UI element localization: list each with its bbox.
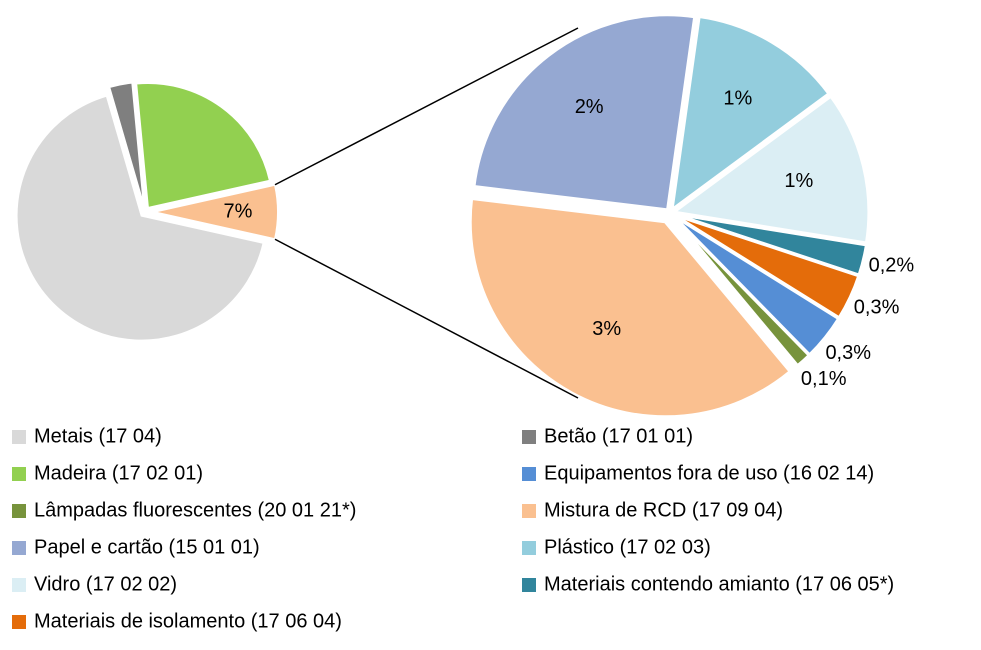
pie-slice (107, 81, 146, 208)
legend-label: Madeira (17 02 01) (34, 462, 203, 484)
legend-label: Metais (17 04) (34, 425, 162, 447)
connector-line (274, 238, 579, 399)
data-label: 0,3% (854, 297, 900, 319)
legend-label: Mistura de RCD (17 09 04) (544, 499, 783, 521)
pie-slice (472, 13, 697, 212)
data-label: 1% (784, 170, 813, 192)
legend-label: Materiais de isolamento (17 06 04) (34, 610, 342, 632)
legend-swatch (522, 504, 536, 518)
data-label: 0,2% (869, 255, 915, 277)
legend-label: Plástico (17 02 03) (544, 536, 711, 558)
legend-swatch (12, 578, 26, 592)
legend-label: Equipamentos fora de uso (16 02 14) (544, 462, 874, 484)
legend-swatch (12, 467, 26, 481)
legend-swatch (522, 430, 536, 444)
data-label: 2% (575, 96, 604, 118)
legend-swatch (12, 615, 26, 629)
data-label: 7% (224, 200, 253, 222)
legend-label: Vidro (17 02 02) (34, 573, 177, 595)
legend-label: Betão (17 01 01) (544, 425, 693, 447)
legend-label: Lâmpadas fluorescentes (20 01 21*) (34, 499, 356, 521)
pie-slice (670, 14, 832, 213)
connector-line (274, 27, 579, 186)
legend-swatch (522, 578, 536, 592)
data-label: 1% (723, 87, 752, 109)
legend-label: Papel e cartão (15 01 01) (34, 536, 260, 558)
legend-swatch (12, 541, 26, 555)
legend-swatch (12, 430, 26, 444)
legend-swatch (522, 541, 536, 555)
pie-slice (468, 196, 793, 419)
pie-slice (670, 94, 871, 245)
data-label: 3% (592, 318, 621, 340)
pie-slice (135, 81, 272, 210)
data-label: 0,3% (825, 342, 871, 364)
legend-label: Materiais contendo amianto (17 06 05*) (544, 573, 894, 595)
pie-slice (671, 214, 812, 368)
legend-swatch (522, 467, 536, 481)
legend-swatch (12, 504, 26, 518)
pie-slice (15, 94, 265, 342)
pie-slice (152, 183, 279, 241)
data-label: 0,1% (801, 368, 847, 390)
